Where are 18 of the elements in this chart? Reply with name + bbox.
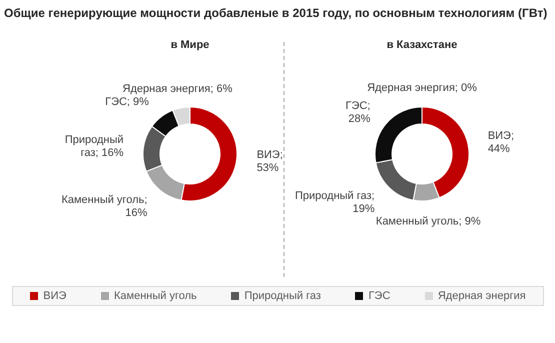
legend-label: ВИЭ xyxy=(42,290,66,302)
chart-subtitle: в Казахстане xyxy=(386,39,458,51)
legend-label: Природный газ xyxy=(243,290,321,302)
legend-label: Каменный уголь xyxy=(113,290,197,302)
legend-label: ГЭС xyxy=(367,290,390,302)
data-label: Природный газ; 19% xyxy=(294,190,375,215)
legend-label: Ядерная энергия xyxy=(436,290,526,302)
data-label: ВИЭ; 44% xyxy=(488,130,514,155)
data-label: Природный газ; 16% xyxy=(64,134,124,160)
data-label: ВИЭ; 53% xyxy=(256,148,283,174)
data-label: Каменный уголь; 16% xyxy=(61,194,148,220)
text: Ядерная энергия; 0% xyxy=(367,82,477,94)
data-label: Ядерная энергия; 6% xyxy=(122,83,233,96)
chart-subtitle: в Мире xyxy=(170,39,210,51)
data-label: ГЭС; 28% xyxy=(346,100,371,125)
chart-title: Общие генерирующие мощности добавленые в 2015 году, по основным технологиям (ГВт) xyxy=(4,6,548,20)
data-label: ГЭС; 9% xyxy=(105,96,150,108)
data-label: Каменный уголь; 9% xyxy=(376,216,481,228)
